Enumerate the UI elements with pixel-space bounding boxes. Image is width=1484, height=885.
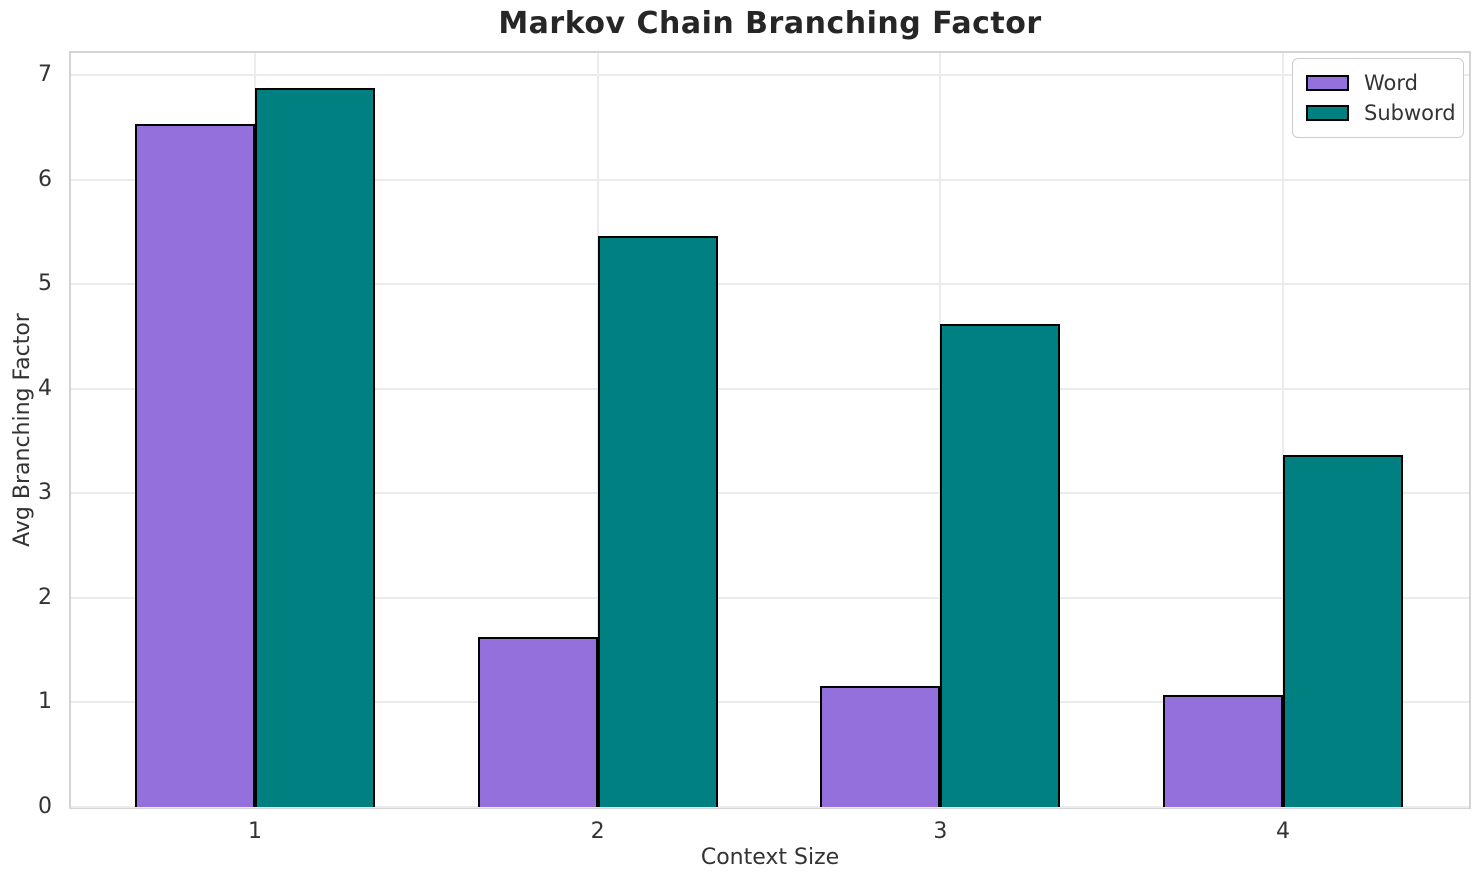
h-gridline-6: [71, 178, 1469, 181]
h-gridline-0: [71, 806, 1469, 808]
plot-area: [69, 51, 1471, 809]
v-gridline-4: [1282, 53, 1284, 807]
legend: Word Subword: [1292, 58, 1464, 138]
x-tick-label-4: 4: [1276, 819, 1290, 844]
bar-subword-1: [255, 88, 375, 807]
h-gridline-5: [71, 283, 1469, 286]
y-axis-label-text: Avg Branching Factor: [10, 313, 35, 547]
legend-item-subword: Subword: [1306, 98, 1456, 128]
y-tick-label-2: 2: [38, 584, 52, 610]
bar-subword-2: [597, 236, 718, 807]
bar-subword-4: [1283, 455, 1403, 807]
bar-word-1: [135, 124, 255, 807]
legend-swatch-subword: [1306, 105, 1349, 121]
h-gridline-7: [71, 73, 1469, 76]
h-gridline-2: [71, 596, 1469, 599]
h-gridline-4: [71, 387, 1469, 390]
bar-word-4: [1163, 695, 1283, 807]
chart-title: Markov Chain Branching Factor: [498, 6, 1042, 41]
x-axis-label: Context Size: [700, 845, 840, 870]
y-tick-label-5: 5: [38, 271, 52, 297]
legend-label-subword: Subword: [1364, 101, 1456, 125]
y-tick-label-6: 6: [38, 166, 52, 192]
bar-subword-3: [940, 324, 1061, 807]
x-tick-label-3: 3: [933, 819, 948, 844]
legend-item-word: Word: [1306, 68, 1451, 98]
x-tick-label-2: 2: [590, 819, 605, 844]
legend-swatch-word: [1306, 75, 1349, 91]
y-tick-label-3: 3: [38, 480, 52, 506]
bar-word-2: [477, 637, 598, 807]
legend-label-word: Word: [1364, 71, 1418, 95]
h-gridline-1: [71, 701, 1469, 704]
y-tick-label-4: 4: [38, 375, 52, 401]
bar-word-3: [820, 686, 941, 807]
y-tick-label-0: 0: [38, 794, 52, 819]
y-tick-label-7: 7: [38, 61, 52, 87]
y-tick-label-1: 1: [38, 689, 52, 715]
h-gridline-3: [71, 492, 1469, 495]
x-tick-label-1: 1: [248, 819, 262, 844]
